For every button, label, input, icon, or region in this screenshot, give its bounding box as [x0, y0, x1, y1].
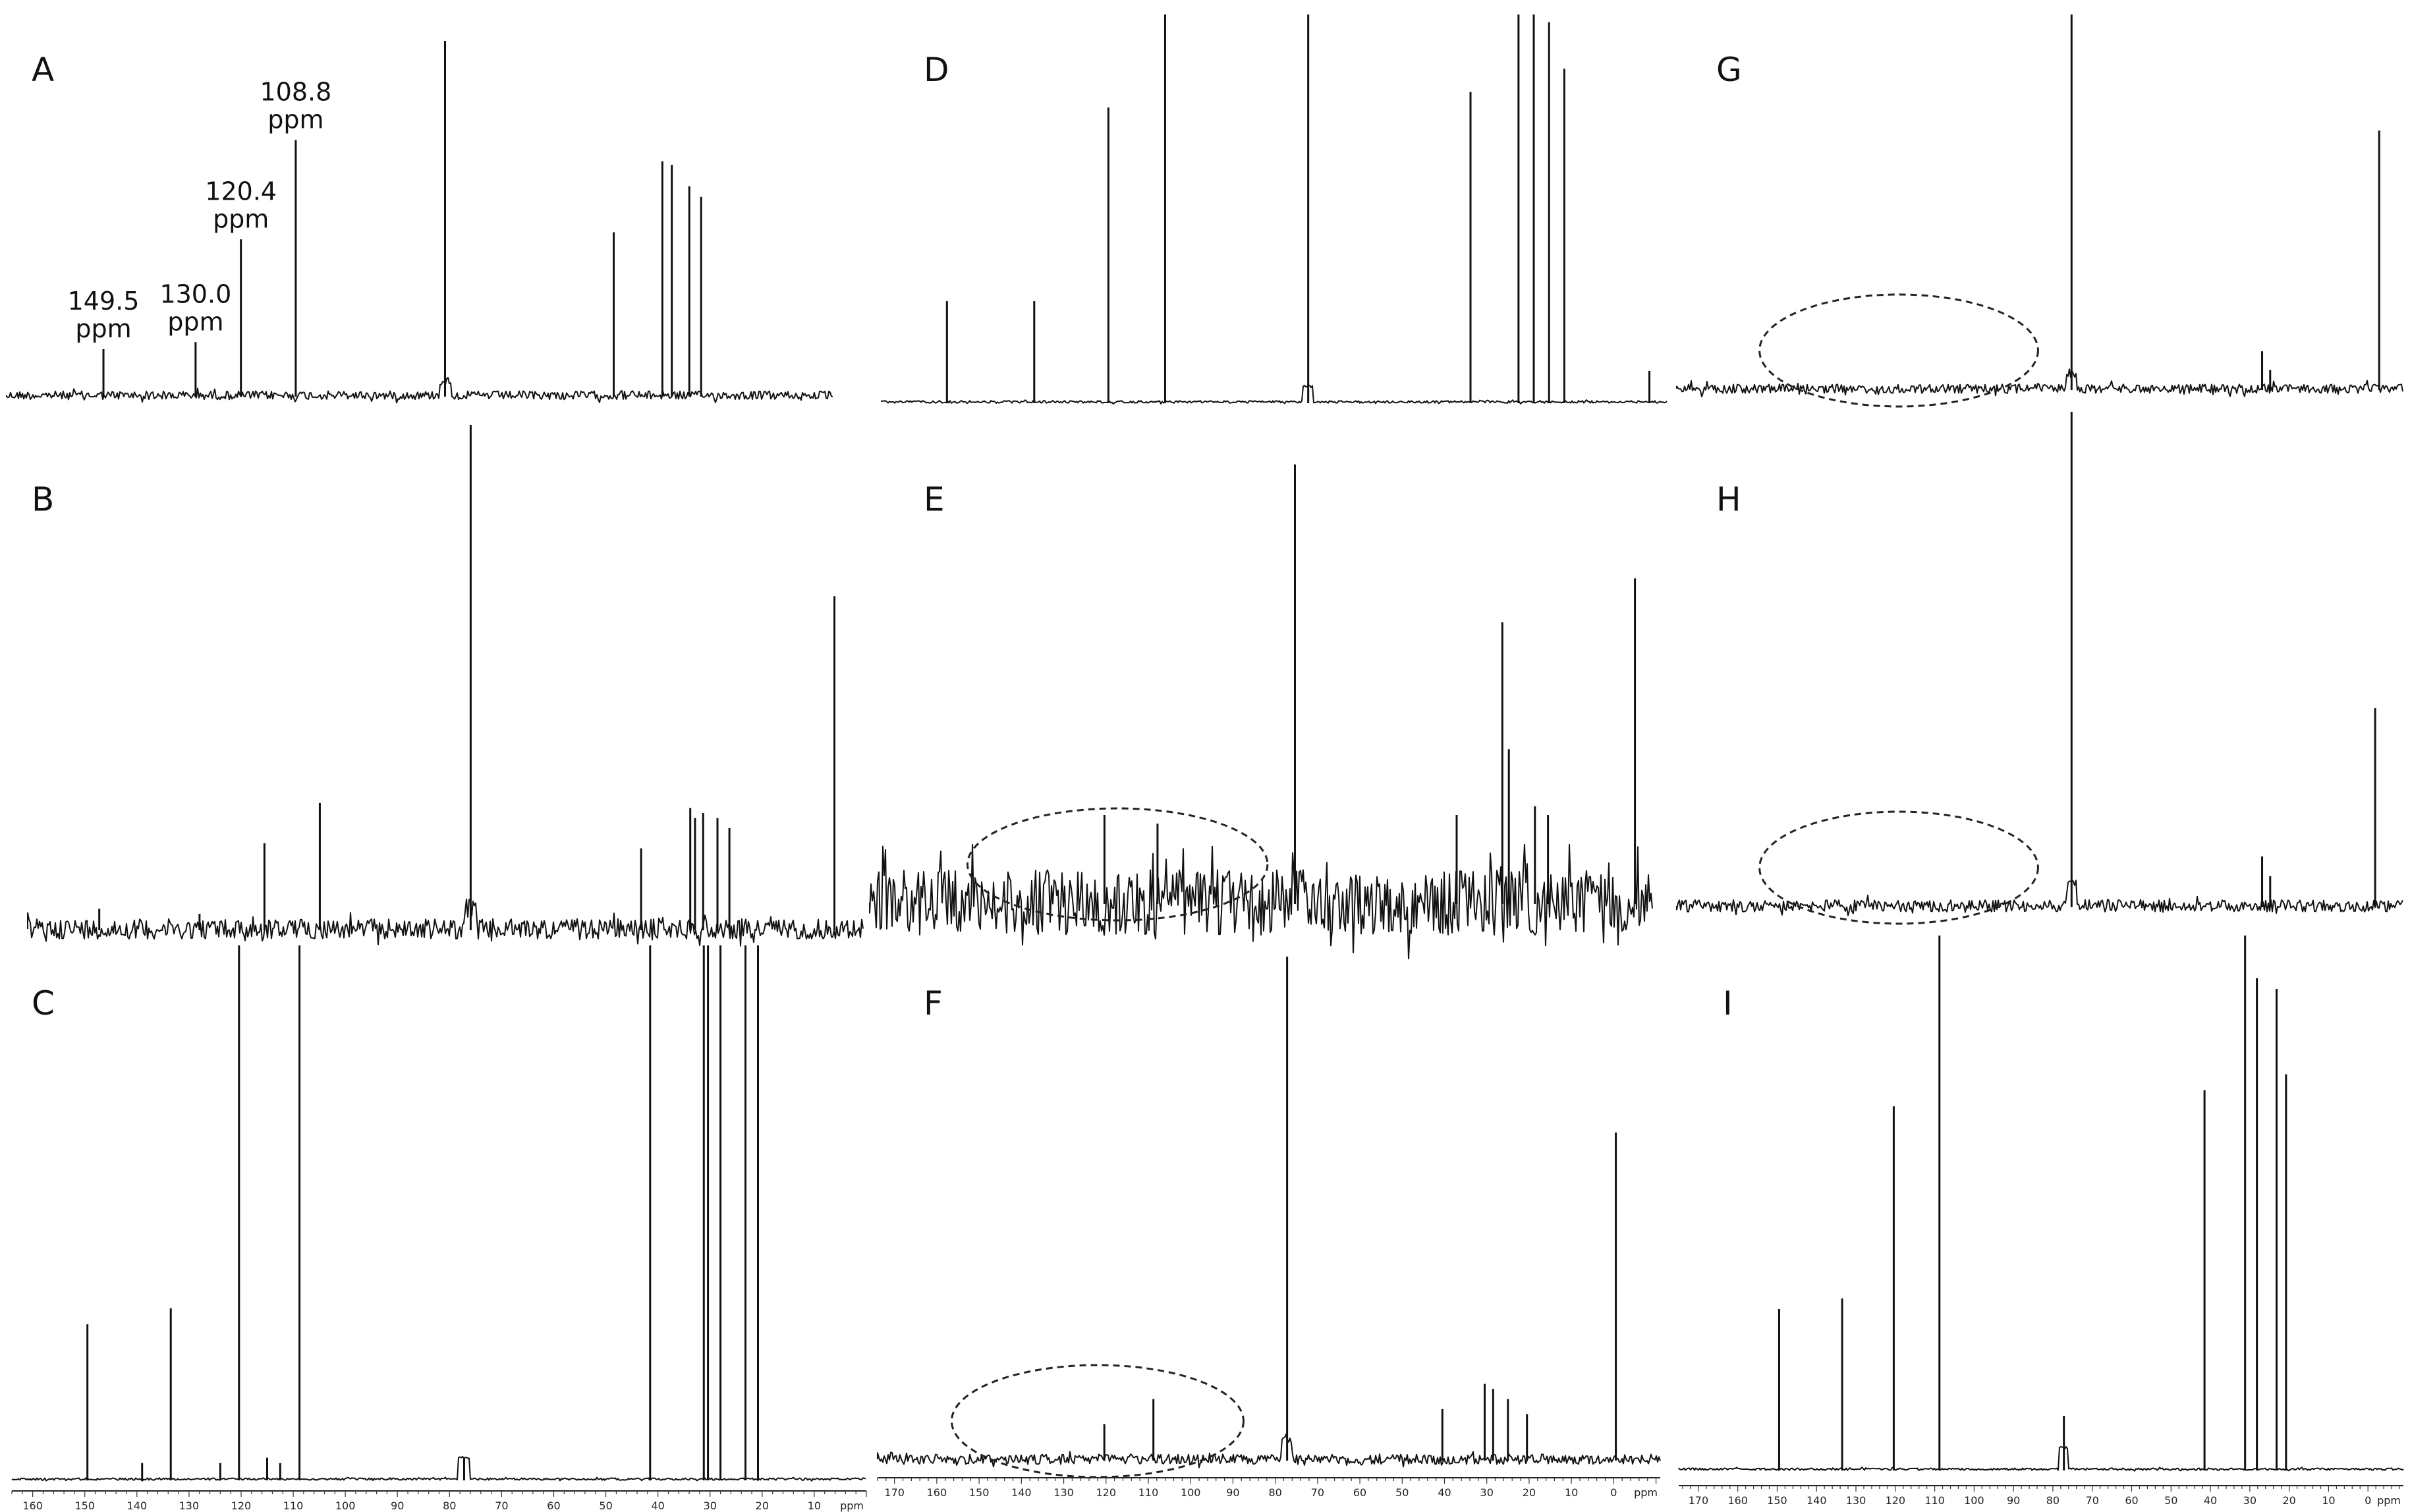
x-tick-label: 120 [1886, 1494, 1906, 1507]
highlight-ellipse [1758, 810, 2039, 925]
x-tick-label: 160 [1727, 1494, 1748, 1507]
x-tick-label: 40 [2204, 1494, 2217, 1507]
x-tick-label: 140 [127, 1499, 148, 1512]
peak-label-120-4: 120.4 ppm [205, 177, 277, 233]
peak-label-149-5: 149.5 ppm [68, 287, 140, 343]
x-tick-label: 20 [2282, 1494, 2295, 1507]
x-tick-label: 150 [1767, 1494, 1787, 1507]
x-tick-label: 130 [1053, 1486, 1074, 1499]
panel-letter-g: G [1716, 51, 1742, 89]
x-tick-label: 60 [547, 1499, 560, 1512]
x-tick-label: 120 [231, 1499, 252, 1512]
x-tick-label: 80 [443, 1499, 456, 1512]
x-tick-label: 80 [1268, 1486, 1281, 1499]
x-tick-label: 20 [756, 1499, 769, 1512]
x-tick-label: 160 [22, 1499, 43, 1512]
x-tick-label: 40 [1438, 1486, 1451, 1499]
baseline-trace [1676, 368, 2403, 398]
x-tick-label: 130 [179, 1499, 200, 1512]
x-tick-label: 160 [927, 1486, 947, 1499]
x-tick-label: 20 [1523, 1486, 1536, 1499]
baseline-trace [1678, 1446, 2404, 1472]
baseline-trace [11, 1455, 866, 1482]
x-tick-label: 100 [1181, 1486, 1201, 1499]
x-tick-label: 80 [2046, 1494, 2060, 1507]
x-tick-label: 0 [2365, 1494, 2371, 1507]
x-tick-label: 60 [1353, 1486, 1366, 1499]
spectrum-panel-e: E [869, 464, 1653, 960]
x-tick-label: 170 [1689, 1494, 1709, 1507]
x-tick-label: 70 [2086, 1494, 2099, 1507]
x-tick-label: 70 [1311, 1486, 1324, 1499]
baseline-trace [6, 377, 833, 404]
x-tick-label: 110 [1138, 1486, 1159, 1499]
x-tick-label: 30 [704, 1499, 717, 1512]
x-tick-label: 100 [1964, 1494, 1984, 1507]
x-tick-label: 120 [1096, 1486, 1116, 1499]
baseline-trace [869, 843, 1653, 960]
panel-letter-i: I [1723, 984, 1733, 1022]
x-tick-label: 50 [599, 1499, 612, 1512]
panel-letter-c: C [32, 984, 55, 1022]
x-tick-label: 150 [969, 1486, 990, 1499]
x-axis-unit: ppm [1634, 1486, 1658, 1499]
baseline-trace [27, 898, 864, 947]
x-tick-label: 70 [495, 1499, 508, 1512]
spectrum-panel-g: G [1676, 14, 2403, 408]
x-tick-label: 10 [808, 1499, 821, 1512]
x-tick-label: 30 [1480, 1486, 1494, 1499]
spectrum-panel-c: C 160 150 140 130 120 110 100 90 80 70 60 50 40 30 20 10… [11, 945, 867, 1512]
panel-letter-a: A [32, 51, 54, 89]
x-tick-label: 40 [651, 1499, 664, 1512]
baseline-trace [881, 385, 1667, 405]
highlight-ellipse [950, 1364, 1245, 1478]
x-tick-label: 10 [2322, 1494, 2335, 1507]
x-tick-label: 150 [74, 1499, 95, 1512]
x-tick-label: 50 [1395, 1486, 1409, 1499]
x-tick-label: 90 [391, 1499, 404, 1512]
x-tick-label: 140 [1011, 1486, 1032, 1499]
peak-label-108-8: 108.8 ppm [260, 78, 331, 134]
spectrum-panel-b: B [27, 425, 864, 947]
x-tick-label: 170 [884, 1486, 905, 1499]
peak-label-130: 130.0 ppm [159, 279, 231, 336]
x-tick-label: 50 [2164, 1494, 2177, 1507]
x-tick-label: 90 [1226, 1486, 1239, 1499]
panel-letter-d: D [924, 51, 949, 89]
x-tick-label: 90 [2007, 1494, 2020, 1507]
spectrum-panel-d: D [881, 14, 1667, 405]
x-axis-unit: ppm [2377, 1494, 2401, 1507]
highlight-ellipse [1758, 293, 2039, 408]
x-axis-unit: ppm [840, 1499, 864, 1512]
x-tick-label: 60 [2125, 1494, 2138, 1507]
panel-letter-e: E [924, 480, 945, 518]
highlight-ellipse [967, 807, 1269, 922]
baseline-trace [1676, 880, 2403, 916]
x-tick-label: 110 [1924, 1494, 1945, 1507]
x-tick-label: 110 [283, 1499, 304, 1512]
panel-letter-f: F [924, 984, 943, 1022]
x-tick-label: 30 [2243, 1494, 2256, 1507]
x-tick-label: 0 [1610, 1486, 1617, 1499]
baseline-trace [877, 1434, 1661, 1469]
panel-letter-b: B [32, 480, 54, 518]
x-tick-label: 130 [1846, 1494, 1866, 1507]
spectrum-panel-a: A 149.5 ppm 130.0 ppm 120.4 ppm 108.8 ppm [6, 41, 833, 404]
panel-letter-h: H [1716, 480, 1741, 518]
spectrum-panel-h: H [1676, 412, 2403, 925]
x-tick-label: 140 [1807, 1494, 1827, 1507]
x-tick-label: 100 [335, 1499, 356, 1512]
x-tick-label: 10 [1565, 1486, 1578, 1499]
